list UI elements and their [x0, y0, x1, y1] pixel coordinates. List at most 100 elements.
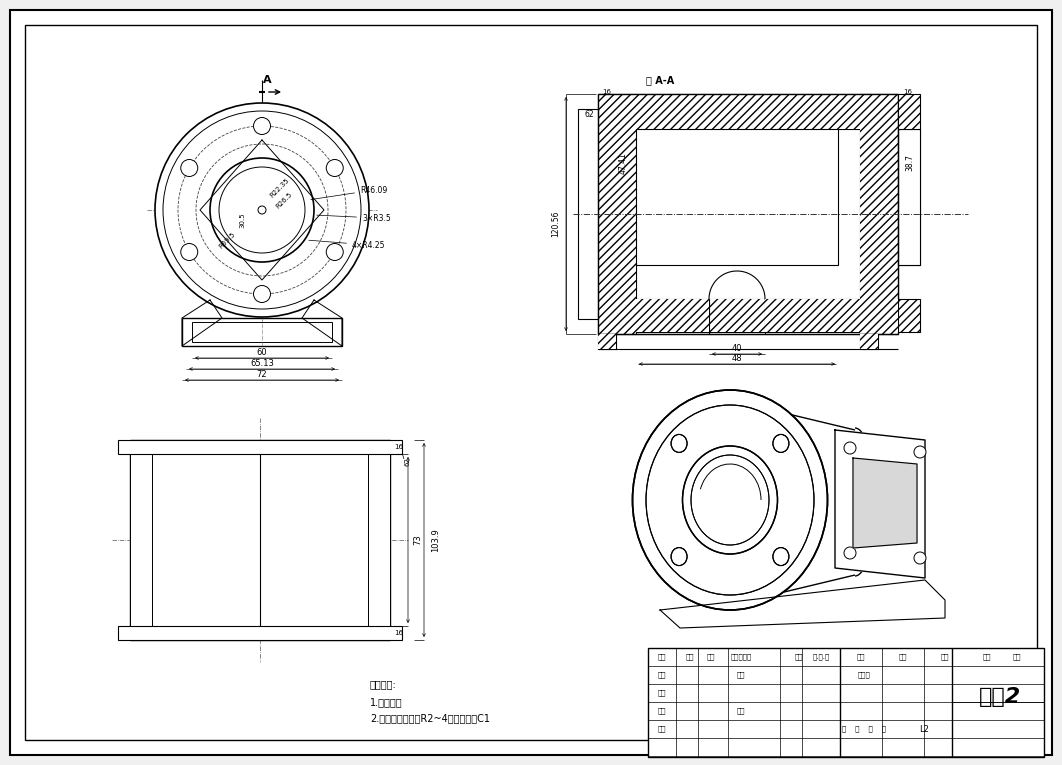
- Bar: [558, 62, 998, 362]
- Ellipse shape: [844, 442, 856, 454]
- Text: 4×R4.25: 4×R4.25: [309, 240, 386, 249]
- Bar: [598, 94, 636, 334]
- Text: 剖 A-A: 剖 A-A: [646, 75, 674, 85]
- Bar: [898, 129, 920, 265]
- Ellipse shape: [773, 548, 789, 565]
- Polygon shape: [853, 458, 917, 548]
- Ellipse shape: [646, 405, 813, 595]
- Text: 47.41: 47.41: [618, 152, 628, 174]
- Bar: [860, 94, 898, 334]
- Circle shape: [326, 243, 343, 261]
- Bar: [636, 299, 709, 332]
- Circle shape: [155, 103, 369, 317]
- Text: 审核: 审核: [657, 690, 666, 696]
- Text: 62: 62: [405, 457, 411, 467]
- Circle shape: [181, 159, 198, 177]
- Circle shape: [181, 243, 198, 261]
- Bar: [369, 440, 390, 640]
- Text: 103.9: 103.9: [431, 528, 441, 552]
- Text: 16: 16: [394, 630, 402, 636]
- Text: 40: 40: [732, 343, 742, 353]
- Ellipse shape: [773, 435, 789, 452]
- Text: 技术要求:: 技术要求:: [370, 679, 397, 689]
- Text: 65.13: 65.13: [250, 359, 274, 367]
- Text: 批准: 批准: [737, 708, 746, 715]
- Text: R39.5: R39.5: [218, 231, 237, 249]
- Text: 30.5: 30.5: [239, 212, 245, 228]
- Bar: [598, 334, 616, 349]
- Ellipse shape: [671, 548, 687, 565]
- Ellipse shape: [914, 552, 926, 564]
- Bar: [118, 440, 402, 454]
- Bar: [192, 322, 332, 342]
- Text: L2: L2: [919, 725, 929, 734]
- Text: 签名: 签名: [794, 654, 803, 660]
- Text: R26.5: R26.5: [275, 190, 293, 210]
- Bar: [898, 94, 920, 129]
- Text: 工艺: 工艺: [657, 726, 666, 732]
- Bar: [860, 94, 898, 334]
- Bar: [152, 454, 369, 626]
- Text: 支座2: 支座2: [979, 687, 1022, 707]
- Bar: [598, 334, 616, 349]
- Text: 48: 48: [732, 353, 742, 363]
- Bar: [860, 334, 878, 349]
- Bar: [765, 299, 898, 332]
- Bar: [636, 129, 838, 265]
- Text: R46.09: R46.09: [311, 185, 388, 200]
- Text: 120.56: 120.56: [551, 210, 561, 237]
- Bar: [648, 648, 1044, 757]
- Text: 比例: 比例: [1013, 654, 1022, 660]
- Polygon shape: [660, 580, 945, 628]
- Polygon shape: [302, 300, 342, 346]
- Ellipse shape: [633, 390, 827, 610]
- Ellipse shape: [671, 435, 687, 452]
- Text: 年.月.日: 年.月.日: [812, 654, 829, 660]
- Text: 72: 72: [257, 369, 268, 379]
- Ellipse shape: [914, 446, 926, 458]
- Ellipse shape: [844, 547, 856, 559]
- Bar: [636, 94, 898, 129]
- Text: 工艺: 工艺: [657, 708, 666, 715]
- Bar: [130, 440, 390, 640]
- Bar: [110, 420, 450, 700]
- Text: 2.未注铸造圆角为R2~4，未注倒角C1: 2.未注铸造圆角为R2~4，未注倒角C1: [370, 713, 490, 723]
- Text: 自重: 自重: [857, 654, 866, 660]
- Bar: [636, 94, 898, 129]
- Bar: [860, 334, 878, 349]
- Text: 1.时效处理: 1.时效处理: [370, 697, 402, 707]
- Text: 装配: 装配: [898, 654, 907, 660]
- Text: 16: 16: [602, 89, 612, 95]
- Bar: [130, 60, 410, 400]
- Text: 更改文件号: 更改文件号: [731, 654, 752, 660]
- Text: 62: 62: [584, 109, 594, 119]
- Bar: [182, 318, 342, 346]
- Text: 处数: 处数: [686, 654, 695, 660]
- Bar: [118, 626, 402, 640]
- Text: 重量: 重量: [982, 654, 991, 660]
- Text: 38.7: 38.7: [906, 155, 914, 171]
- Text: 设计: 设计: [657, 672, 666, 679]
- Circle shape: [254, 118, 271, 135]
- Bar: [598, 94, 636, 334]
- Text: 标记: 标记: [657, 654, 666, 660]
- Bar: [898, 299, 920, 332]
- Polygon shape: [182, 300, 222, 346]
- Text: 73: 73: [413, 535, 423, 545]
- Text: R22.35: R22.35: [269, 177, 291, 199]
- Bar: [636, 299, 898, 332]
- Text: 16: 16: [904, 89, 912, 95]
- Bar: [598, 94, 898, 334]
- Circle shape: [326, 159, 343, 177]
- Text: 分区: 分区: [706, 654, 715, 660]
- Bar: [578, 109, 598, 319]
- Text: 共    张    第    页: 共 张 第 页: [842, 726, 886, 732]
- Bar: [545, 385, 1040, 655]
- Ellipse shape: [683, 446, 777, 554]
- Bar: [130, 440, 152, 640]
- Text: 描校: 描校: [737, 672, 746, 679]
- Text: 标准化: 标准化: [858, 672, 871, 679]
- Text: 3×R3.5: 3×R3.5: [316, 213, 391, 223]
- Polygon shape: [835, 430, 925, 578]
- Bar: [898, 129, 920, 265]
